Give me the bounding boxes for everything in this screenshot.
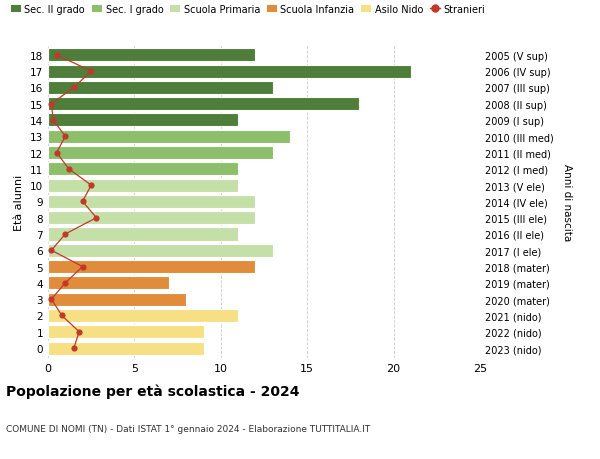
- Bar: [48, 49, 256, 62]
- Point: [52, 52, 61, 59]
- Bar: [48, 261, 256, 274]
- Point: [69, 345, 79, 352]
- Y-axis label: Anni di nascita: Anni di nascita: [562, 163, 572, 241]
- Point: [47, 101, 56, 108]
- Bar: [48, 244, 272, 257]
- Bar: [48, 82, 272, 95]
- Point: [61, 231, 70, 238]
- Text: COMUNE DI NOMI (TN) - Dati ISTAT 1° gennaio 2024 - Elaborazione TUTTITALIA.IT: COMUNE DI NOMI (TN) - Dati ISTAT 1° genn…: [6, 425, 370, 433]
- Bar: [48, 293, 186, 306]
- Bar: [48, 342, 203, 355]
- Bar: [48, 130, 290, 143]
- Bar: [48, 147, 272, 160]
- Point: [74, 328, 84, 336]
- Bar: [48, 196, 256, 208]
- Point: [57, 312, 67, 319]
- Bar: [48, 309, 238, 322]
- Bar: [48, 212, 256, 225]
- Bar: [48, 98, 359, 111]
- Bar: [48, 325, 203, 338]
- Point: [52, 150, 61, 157]
- Point: [92, 214, 101, 222]
- Point: [47, 247, 56, 254]
- Bar: [48, 228, 238, 241]
- Point: [78, 198, 88, 206]
- Bar: [48, 114, 238, 127]
- Bar: [48, 163, 238, 176]
- Point: [86, 182, 96, 190]
- Point: [69, 84, 79, 92]
- Point: [49, 117, 58, 124]
- Bar: [48, 179, 238, 192]
- Bar: [48, 65, 411, 78]
- Point: [47, 296, 56, 303]
- Bar: [48, 277, 169, 290]
- Point: [86, 68, 96, 76]
- Legend: Sec. II grado, Sec. I grado, Scuola Primaria, Scuola Infanzia, Asilo Nido, Stran: Sec. II grado, Sec. I grado, Scuola Prim…: [11, 5, 485, 15]
- Text: Popolazione per età scolastica - 2024: Popolazione per età scolastica - 2024: [6, 383, 299, 398]
- Y-axis label: Età alunni: Età alunni: [14, 174, 25, 230]
- Point: [61, 280, 70, 287]
- Point: [78, 263, 88, 271]
- Point: [61, 133, 70, 140]
- Point: [64, 166, 74, 173]
